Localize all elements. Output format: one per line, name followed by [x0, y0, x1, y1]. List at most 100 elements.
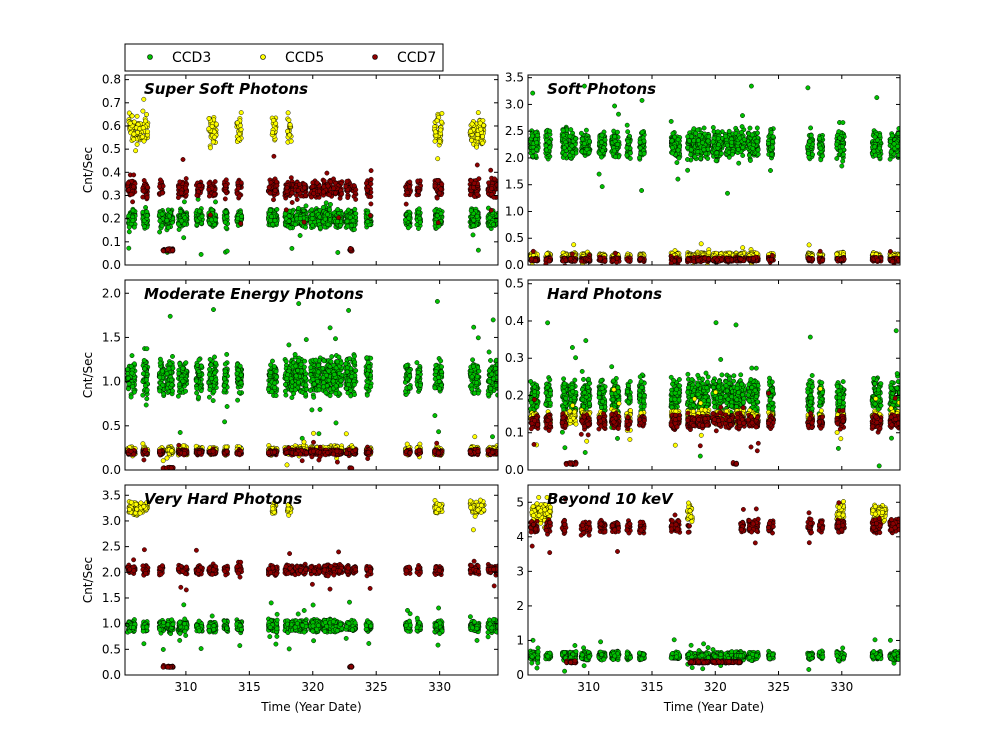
data-point-ccd7 [471, 180, 477, 186]
data-point-ccd7 [476, 176, 482, 182]
data-point-ccd3 [691, 138, 697, 144]
data-point-ccd7 [157, 184, 163, 190]
data-point-ccd3 [641, 151, 647, 157]
data-point-ccd7 [348, 246, 353, 252]
data-point-ccd7 [271, 153, 277, 159]
legend-label-ccd7: CCD7 [397, 50, 436, 66]
data-point-ccd7 [144, 194, 150, 200]
data-point-ccd7 [175, 195, 181, 201]
data-point-ccd3 [714, 150, 720, 156]
data-point-ccd3 [740, 153, 746, 158]
y-tick-label: 0.7 [102, 96, 121, 110]
data-point-ccd3 [586, 150, 592, 156]
data-point-ccd7 [314, 180, 320, 186]
data-point-ccd3 [807, 139, 813, 144]
data-point-ccd7 [223, 183, 229, 189]
data-point-ccd3 [840, 158, 846, 164]
data-point-ccd3 [547, 128, 553, 134]
data-point-ccd5 [270, 130, 276, 136]
data-point-ccd3 [639, 188, 645, 193]
data-point-ccd3 [286, 213, 292, 219]
data-point-ccd3 [297, 233, 303, 238]
data-point-ccd3 [729, 151, 735, 157]
data-point-ccd3 [808, 133, 814, 138]
data-point-ccd7 [368, 181, 374, 187]
data-point-ccd3 [746, 152, 752, 158]
data-point-ccd7 [206, 180, 212, 186]
data-point-ccd3 [159, 223, 165, 229]
data-point-ccd3 [434, 213, 440, 219]
data-point-ccd3 [637, 155, 642, 161]
data-point-ccd5 [270, 117, 276, 123]
data-point-ccd3 [182, 215, 188, 221]
y-tick-label: 0.8 [102, 73, 121, 87]
data-point-ccd5 [212, 134, 217, 140]
data-point-ccd3 [126, 213, 132, 219]
data-point-ccd3 [212, 217, 218, 223]
data-point-ccd3 [739, 129, 744, 135]
legend-label-ccd5: CCD5 [285, 50, 324, 66]
data-point-ccd7 [266, 184, 272, 190]
data-point-ccd5 [131, 136, 137, 142]
data-point-ccd5 [469, 137, 475, 143]
data-point-ccd3 [335, 250, 341, 255]
legend-marker-ccd7 [372, 54, 378, 60]
data-point-ccd3 [546, 139, 552, 145]
data-point-ccd3 [344, 218, 350, 224]
data-point-ccd3 [748, 83, 754, 89]
data-point-ccd3 [724, 142, 730, 148]
data-point-ccd7 [407, 179, 413, 185]
data-point-ccd3 [166, 213, 172, 219]
data-point-ccd7 [403, 201, 409, 207]
data-point-ccd3 [834, 156, 840, 161]
data-point-ccd7 [367, 213, 373, 218]
data-point-ccd7 [295, 188, 301, 193]
data-point-ccd3 [689, 134, 695, 140]
data-point-ccd3 [839, 163, 845, 169]
data-point-ccd3 [710, 125, 716, 130]
data-point-ccd3 [296, 205, 301, 211]
data-point-ccd3 [581, 141, 587, 147]
data-point-ccd3 [729, 139, 735, 145]
data-point-ccd7 [325, 183, 331, 189]
data-point-ccd3 [639, 97, 645, 103]
data-point-ccd3 [840, 152, 846, 157]
data-point-ccd7 [437, 190, 443, 196]
data-point-ccd5 [129, 113, 135, 119]
data-point-ccd3 [586, 138, 592, 144]
data-point-ccd5 [140, 108, 146, 114]
data-point-ccd5 [571, 242, 577, 248]
data-point-ccd3 [715, 129, 721, 135]
data-point-ccd7 [206, 193, 212, 199]
data-point-ccd3 [268, 217, 274, 223]
data-point-ccd5 [131, 119, 137, 125]
data-point-ccd7 [267, 190, 273, 196]
data-point-ccd3 [320, 204, 326, 210]
data-point-ccd3 [599, 132, 605, 138]
data-point-ccd3 [175, 221, 181, 227]
data-point-ccd3 [739, 124, 745, 130]
data-point-ccd5 [145, 129, 151, 135]
data-point-ccd3 [612, 134, 618, 140]
data-point-ccd7 [368, 194, 374, 200]
data-point-ccd3 [627, 150, 633, 156]
data-point-ccd3 [685, 167, 691, 173]
data-point-ccd7 [488, 207, 494, 213]
data-point-ccd5 [740, 245, 746, 251]
data-point-ccd3 [715, 136, 721, 142]
data-point-ccd3 [530, 90, 536, 96]
data-point-ccd5 [698, 241, 704, 247]
data-point-ccd7 [180, 157, 186, 162]
data-point-ccd7 [238, 221, 244, 227]
data-point-ccd3 [223, 209, 229, 215]
y-axis-label: Cnt/Sec [81, 147, 95, 193]
data-point-ccd7 [125, 180, 131, 186]
data-point-ccd7 [272, 188, 278, 193]
data-point-ccd5 [141, 96, 147, 102]
data-point-ccd7 [434, 195, 440, 201]
data-point-ccd3 [287, 225, 293, 231]
data-point-ccd5 [140, 134, 145, 140]
data-point-ccd3 [700, 140, 705, 146]
data-point-ccd3 [142, 224, 148, 230]
